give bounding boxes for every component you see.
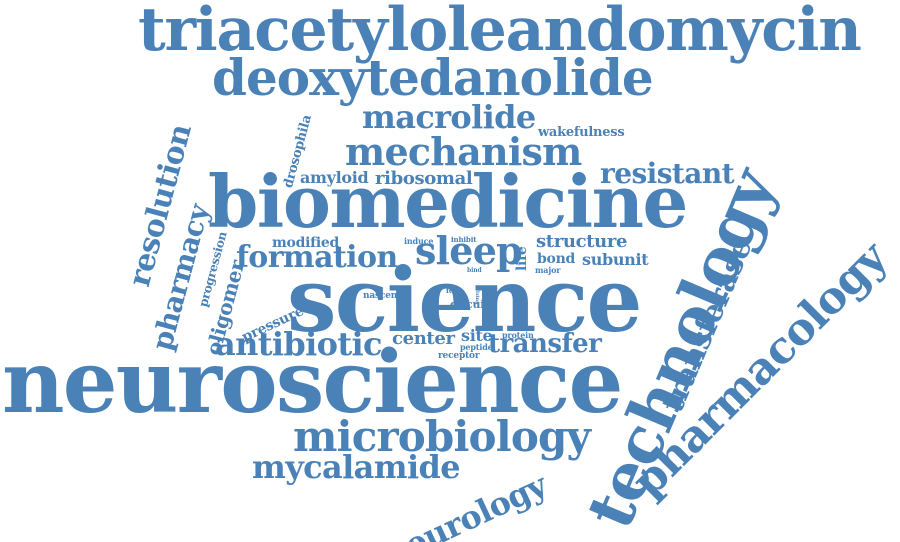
word-structure: structure bbox=[536, 231, 628, 252]
word-site: site bbox=[461, 326, 493, 345]
word-deoxytedanolide: deoxytedanolide bbox=[212, 48, 654, 107]
word-transfer: transfer bbox=[488, 329, 602, 359]
word-protein: protein bbox=[502, 330, 534, 340]
word-mechanism: mechanism bbox=[345, 129, 582, 174]
word-major: major bbox=[535, 265, 561, 275]
word-biomedicine: biomedicine bbox=[208, 159, 688, 244]
word-antibiotic: antibiotic bbox=[215, 325, 382, 363]
word-neuroscience: neuroscience bbox=[2, 332, 623, 433]
word-inhibit: inhibit bbox=[451, 235, 477, 244]
word-science: science bbox=[287, 248, 643, 352]
word-triacetyloleandomycin: triacetyloleandomycin bbox=[138, 0, 862, 65]
word-center: center bbox=[392, 328, 455, 349]
word-induce: induce bbox=[404, 236, 434, 246]
word-resistant: resistant bbox=[600, 157, 735, 190]
word-formation: formation bbox=[236, 240, 398, 275]
word-circuit: circuit bbox=[450, 298, 490, 311]
word-microbiology: microbiology bbox=[293, 412, 591, 461]
word-nascent: nascent bbox=[363, 291, 402, 301]
word-sleep: sleep bbox=[415, 228, 523, 273]
word-subunit: subunit bbox=[582, 250, 649, 269]
word-bind: bind bbox=[467, 267, 482, 274]
word-macrolide: macrolide bbox=[362, 98, 536, 136]
word-feel: feel bbox=[446, 286, 461, 295]
word-wakefulness: wakefulness bbox=[538, 125, 625, 140]
word-peptide: peptide bbox=[460, 342, 493, 352]
word-amyloid: amyloid bbox=[300, 168, 369, 187]
word-ribosomal: ribosomal bbox=[375, 168, 473, 189]
word-mycalamide: mycalamide bbox=[252, 448, 461, 486]
word-receptor: receptor bbox=[438, 351, 480, 361]
word-modified: modified bbox=[272, 235, 340, 251]
word-bond: bond bbox=[537, 251, 575, 267]
